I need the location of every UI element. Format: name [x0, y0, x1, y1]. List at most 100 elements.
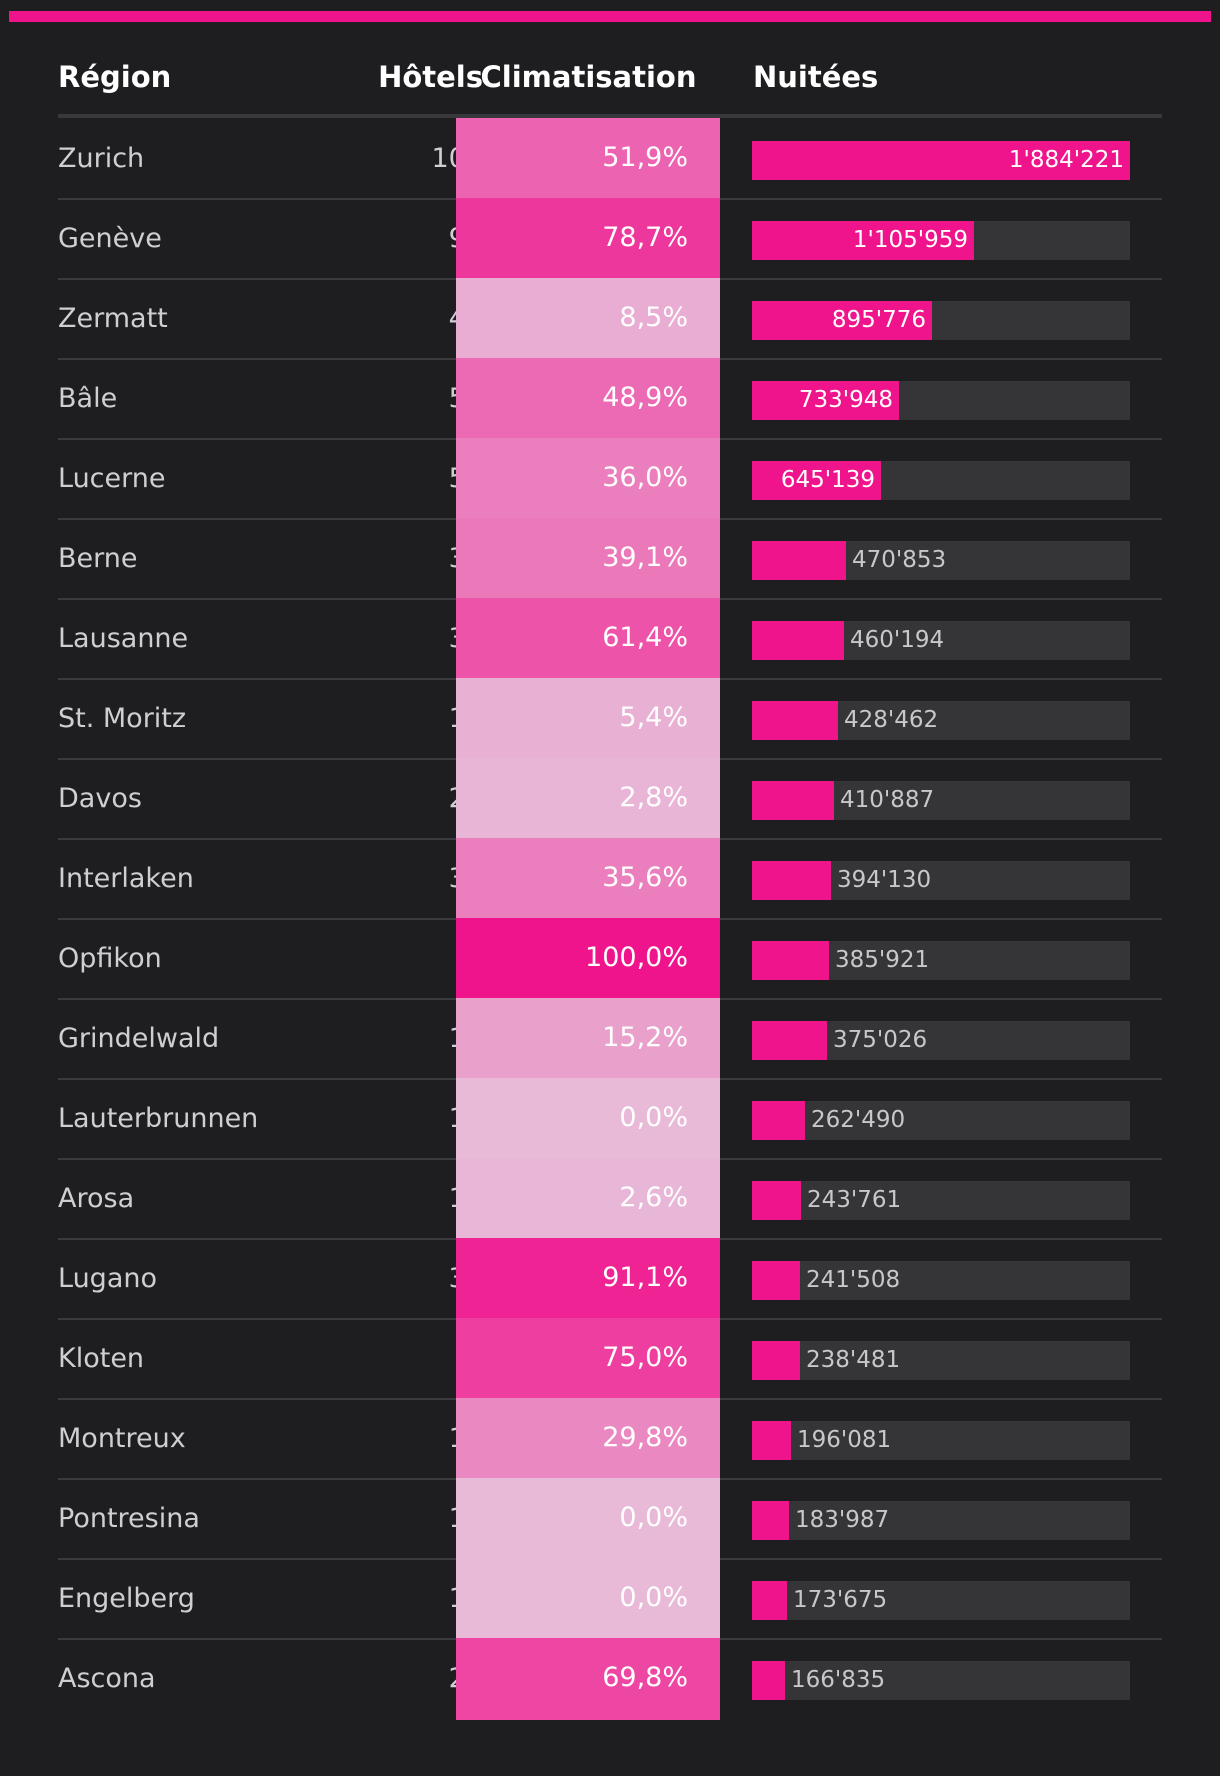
table-row: Genève9578,7%1'105'959 [58, 198, 1162, 280]
cell-climatisation: 5,4% [456, 678, 720, 760]
table-row: St. Moritz195,4%428'462 [58, 678, 1162, 760]
nuitees-label: 410'887 [840, 787, 935, 813]
cell-climatisation: 0,0% [456, 1558, 720, 1640]
nuitees-bar [752, 621, 844, 660]
table-row: Pontresina130,0%183'987 [58, 1478, 1162, 1560]
cell-climatisation: 51,9% [456, 118, 720, 200]
table-row: Ascona2169,8%166'835 [58, 1638, 1162, 1720]
nuitees-label: 470'853 [852, 547, 947, 573]
nuitees-bar [752, 1021, 827, 1060]
cell-climatisation: 61,4% [456, 598, 720, 680]
nuitees-bar [752, 301, 932, 340]
cell-climatisation: 78,7% [456, 198, 720, 280]
cell-climatisation: 39,1% [456, 518, 720, 600]
nuitees-label: 166'835 [791, 1667, 886, 1693]
nuitees-bar [752, 1501, 789, 1540]
nuitees-label: 428'462 [844, 707, 939, 733]
nuitees-bar-track: 645'139 [752, 461, 1130, 500]
cell-climatisation: 36,0% [456, 438, 720, 520]
nuitees-bar-track: 470'853 [752, 541, 1130, 580]
table-row: Kloten875,0%238'481 [58, 1318, 1162, 1400]
nuitees-label: 460'194 [850, 627, 945, 653]
cell-region: Berne [58, 543, 138, 574]
cell-climatisation: 35,6% [456, 838, 720, 920]
cell-region: Genève [58, 223, 162, 254]
nuitees-bar-track: 428'462 [752, 701, 1130, 740]
nuitees-bar-track: 241'508 [752, 1261, 1130, 1300]
cell-climatisation: 2,6% [456, 1158, 720, 1240]
nuitees-bar-track: 895'776 [752, 301, 1130, 340]
cell-region: Zermatt [58, 303, 168, 334]
cell-climatisation: 75,0% [456, 1318, 720, 1400]
nuitees-label: 241'508 [806, 1267, 901, 1293]
nuitees-label: 183'987 [795, 1507, 890, 1533]
cell-region: St. Moritz [58, 703, 187, 734]
cell-region: Lucerne [58, 463, 166, 494]
nuitees-bar [752, 1181, 801, 1220]
cell-region: Opfikon [58, 943, 162, 974]
table-row: Opfikon2100,0%385'921 [58, 918, 1162, 1000]
header-climatisation: Climatisation [480, 60, 697, 94]
table-row: Grindelwald1515,2%375'026 [58, 998, 1162, 1080]
nuitees-label: 895'776 [831, 307, 926, 333]
header-region: Région [58, 60, 172, 94]
nuitees-bar-track: 173'675 [752, 1581, 1130, 1620]
nuitees-bar [752, 941, 829, 980]
nuitees-bar-track: 733'948 [752, 381, 1130, 420]
cell-region: Lugano [58, 1263, 157, 1294]
nuitees-bar-track: 385'921 [752, 941, 1130, 980]
cell-region: Engelberg [58, 1583, 195, 1614]
cell-climatisation: 69,8% [456, 1638, 720, 1720]
nuitees-bar [752, 1581, 787, 1620]
nuitees-bar-track: 394'130 [752, 861, 1130, 900]
nuitees-label: 196'081 [797, 1427, 892, 1453]
header-hotels: Hôtels [378, 60, 483, 94]
cell-climatisation: 91,1% [456, 1238, 720, 1320]
table-row: Interlaken3535,6%394'130 [58, 838, 1162, 920]
table-row: Lausanne3461,4%460'194 [58, 598, 1162, 680]
nuitees-bar [752, 1101, 805, 1140]
table-body: Zurich10851,9%1'884'221Genève9578,7%1'10… [58, 118, 1162, 1720]
table-row: Berne3739,1%470'853 [58, 518, 1162, 600]
nuitees-bar-track: 1'884'221 [752, 141, 1130, 180]
table-header: Région Hôtels Climatisation Nuitées [58, 40, 1162, 118]
nuitees-label: 1'105'959 [852, 227, 968, 253]
nuitees-bar [752, 461, 881, 500]
cell-region: Grindelwald [58, 1023, 220, 1054]
nuitees-bar-track: 243'761 [752, 1181, 1130, 1220]
cell-climatisation: 29,8% [456, 1398, 720, 1480]
table-row: Arosa132,6%243'761 [58, 1158, 1162, 1240]
cell-climatisation: 0,0% [456, 1478, 720, 1560]
nuitees-label: 394'130 [837, 867, 932, 893]
header-nuitees: Nuitées [753, 60, 879, 94]
table-row: Bâle5848,9%733'948 [58, 358, 1162, 440]
table-row: Montreux1629,8%196'081 [58, 1398, 1162, 1480]
nuitees-bar-track: 375'026 [752, 1021, 1130, 1060]
cell-climatisation: 8,5% [456, 278, 720, 360]
table-row: Davos242,8%410'887 [58, 758, 1162, 840]
nuitees-label: 262'490 [811, 1107, 906, 1133]
table-row: Lucerne5436,0%645'139 [58, 438, 1162, 520]
table-row: Zermatt478,5%895'776 [58, 278, 1162, 360]
nuitees-bar [752, 221, 974, 260]
nuitees-label: 385'921 [835, 947, 930, 973]
nuitees-bar [752, 1421, 791, 1460]
nuitees-bar [752, 141, 1130, 180]
nuitees-bar-track: 166'835 [752, 1661, 1130, 1700]
nuitees-bar-track: 410'887 [752, 781, 1130, 820]
cell-climatisation: 100,0% [456, 918, 720, 1000]
table-row: Lugano3791,1%241'508 [58, 1238, 1162, 1320]
nuitees-label: 733'948 [798, 387, 893, 413]
nuitees-bar-track: 460'194 [752, 621, 1130, 660]
nuitees-bar [752, 541, 846, 580]
nuitees-bar [752, 1661, 785, 1700]
cell-region: Davos [58, 783, 142, 814]
nuitees-bar-track: 238'481 [752, 1341, 1130, 1380]
cell-region: Lauterbrunnen [58, 1103, 259, 1134]
cell-region: Montreux [58, 1423, 186, 1454]
cell-climatisation: 48,9% [456, 358, 720, 440]
cell-region: Pontresina [58, 1503, 200, 1534]
nuitees-bar-track: 262'490 [752, 1101, 1130, 1140]
nuitees-bar [752, 1341, 800, 1380]
nuitees-bar [752, 781, 834, 820]
